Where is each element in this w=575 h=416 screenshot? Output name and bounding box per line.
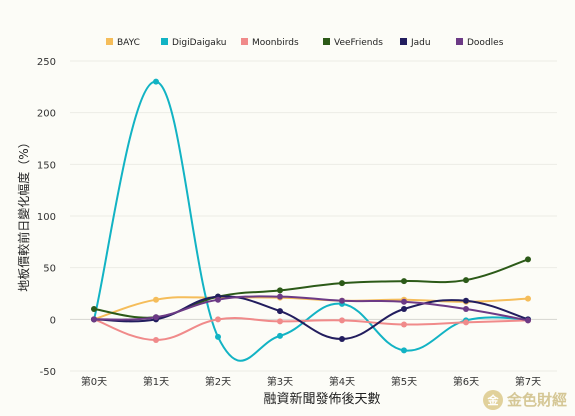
- x-tick-label: 第6天: [453, 375, 479, 388]
- legend-swatch: [400, 38, 407, 45]
- y-tick-label: 50: [43, 264, 56, 275]
- series-line: [93, 80, 529, 362]
- y-tick-label: 100: [37, 212, 56, 223]
- legend-label: BAYC: [117, 38, 140, 48]
- legend-label: Jadu: [410, 38, 431, 48]
- data-point: [339, 297, 345, 304]
- x-tick-label: 第0天: [81, 375, 107, 388]
- series-points: [91, 78, 531, 354]
- series-line: [93, 295, 529, 322]
- x-tick-label: 第7天: [515, 375, 541, 388]
- x-tick-label: 第3天: [267, 375, 293, 388]
- legend-swatch: [323, 38, 330, 45]
- legend-label: Doodles: [467, 38, 504, 48]
- y-axis-ticks: -50 0 50 100 150 200 250: [37, 57, 56, 378]
- legend-label: VeeFriends: [334, 38, 383, 48]
- legend-swatch: [106, 38, 113, 45]
- y-tick-label: 150: [37, 160, 56, 171]
- legend-label: DigiDaigaku: [172, 38, 226, 48]
- y-axis-label: 地板價較前日變化幅度（%）: [16, 136, 31, 291]
- x-tick-label: 第1天: [143, 375, 169, 388]
- data-point: [277, 293, 283, 300]
- data-point: [339, 335, 345, 342]
- watermark-text: 金色財經: [506, 391, 567, 409]
- y-tick-label: -50: [40, 367, 56, 378]
- data-point: [401, 347, 407, 354]
- data-point: [525, 317, 531, 324]
- data-point: [463, 297, 469, 304]
- series-lines: [93, 80, 529, 362]
- data-point: [463, 306, 469, 312]
- data-point: [339, 280, 345, 287]
- data-point: [401, 321, 407, 328]
- legend: BAYC DigiDaigaku Moonbirds VeeFriends Jadu Do…: [106, 38, 504, 48]
- data-point: [339, 317, 345, 324]
- data-point: [277, 332, 283, 339]
- data-point: [525, 256, 531, 263]
- legend-swatch: [161, 38, 168, 45]
- x-tick-label: 第5天: [391, 375, 417, 388]
- x-axis-ticks: 第0天 第1天 第2天 第3天 第4天 第5天 第6天 第7天: [81, 375, 541, 388]
- legend-swatch: [456, 38, 463, 45]
- data-point: [401, 306, 407, 312]
- data-point: [277, 318, 283, 325]
- x-tick-label: 第4天: [329, 375, 355, 388]
- data-point: [153, 337, 159, 343]
- watermark-logo-icon: 金: [482, 389, 503, 410]
- x-axis-label: 融資新聞發佈後天數: [263, 391, 380, 407]
- data-point: [215, 333, 221, 340]
- data-point: [525, 295, 531, 302]
- series-line: [93, 295, 529, 340]
- data-point: [463, 319, 469, 326]
- y-tick-label: 200: [37, 109, 56, 120]
- data-point: [277, 287, 283, 294]
- gridlines: [70, 60, 557, 372]
- data-point: [215, 296, 221, 303]
- data-point: [277, 308, 283, 315]
- data-point: [91, 316, 97, 323]
- legend-swatch: [241, 38, 248, 45]
- data-point: [153, 314, 159, 321]
- data-point: [401, 298, 407, 305]
- data-point: [153, 78, 159, 85]
- watermark: 金 金色財經: [482, 389, 567, 410]
- data-point: [153, 296, 159, 303]
- legend-label: Moonbirds: [252, 38, 299, 48]
- data-point: [463, 277, 469, 284]
- y-tick-label: 0: [50, 315, 56, 326]
- y-tick-label: 250: [37, 57, 56, 68]
- x-tick-label: 第2天: [205, 375, 231, 388]
- data-point: [215, 316, 221, 323]
- data-point: [401, 278, 407, 285]
- data-point: [91, 306, 97, 312]
